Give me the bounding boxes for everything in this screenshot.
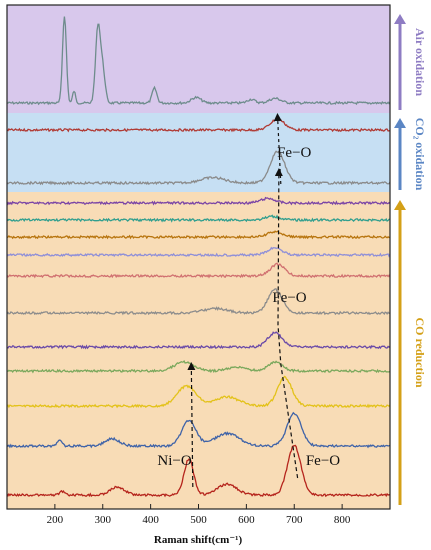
air-oxidation-label: Air oxidation <box>413 28 427 96</box>
annotation-3: Ni−O <box>157 453 191 469</box>
co2-oxidation-band <box>7 113 390 192</box>
x-tick-label-800: 800 <box>334 514 351 526</box>
co2-oxidation-label: CO₂ oxidation <box>413 118 427 191</box>
x-tick-label-300: 300 <box>95 514 112 526</box>
spectrum-line-13 <box>6 411 391 449</box>
spectrum-line-5 <box>6 214 391 223</box>
spectrum-line-1 <box>6 16 391 106</box>
spectrum-line-12 <box>6 375 391 409</box>
peak-guide-arrows <box>187 113 299 488</box>
spectrum-line-8 <box>6 262 391 279</box>
annotation-2: Fe−O <box>272 290 306 306</box>
spectrum-line-2 <box>6 117 391 133</box>
spectrum-line-11 <box>6 360 391 374</box>
x-tick-label-400: 400 <box>142 514 159 526</box>
spectrum-line-10 <box>6 331 391 350</box>
spectrum-line-6 <box>6 230 391 240</box>
spectrum-line-7 <box>6 246 391 258</box>
x-axis-label: Raman shift(cm⁻¹) <box>154 534 243 546</box>
region-arrows: Air oxidation CO₂ oxidation CO reduction <box>394 14 427 505</box>
spectrum-line-14 <box>6 444 391 498</box>
spectrum-line-9 <box>6 288 391 316</box>
spectrum-line-3 <box>6 150 391 186</box>
spectra <box>6 16 391 498</box>
annotation-4: Fe−O <box>306 453 340 469</box>
fe-o-guide-arrow <box>274 168 299 479</box>
x-tick-label-500: 500 <box>190 514 207 526</box>
peak-annotations: Fe−O Fe−O Ni−O Fe−O <box>157 145 340 469</box>
x-tick-label-200: 200 <box>47 514 64 526</box>
region-bands <box>7 5 390 509</box>
co-reduction-label: CO reduction <box>413 317 427 387</box>
x-tick-label-600: 600 <box>238 514 255 526</box>
x-axis-ticks: 200 300 400 500 600 700 800 <box>47 504 351 526</box>
spectrum-line-4 <box>6 196 391 206</box>
annotation-1: Fe−O <box>277 145 311 161</box>
x-tick-label-700: 700 <box>286 514 303 526</box>
air-oxidation-band <box>7 5 390 113</box>
co-reduction-band <box>7 192 390 509</box>
